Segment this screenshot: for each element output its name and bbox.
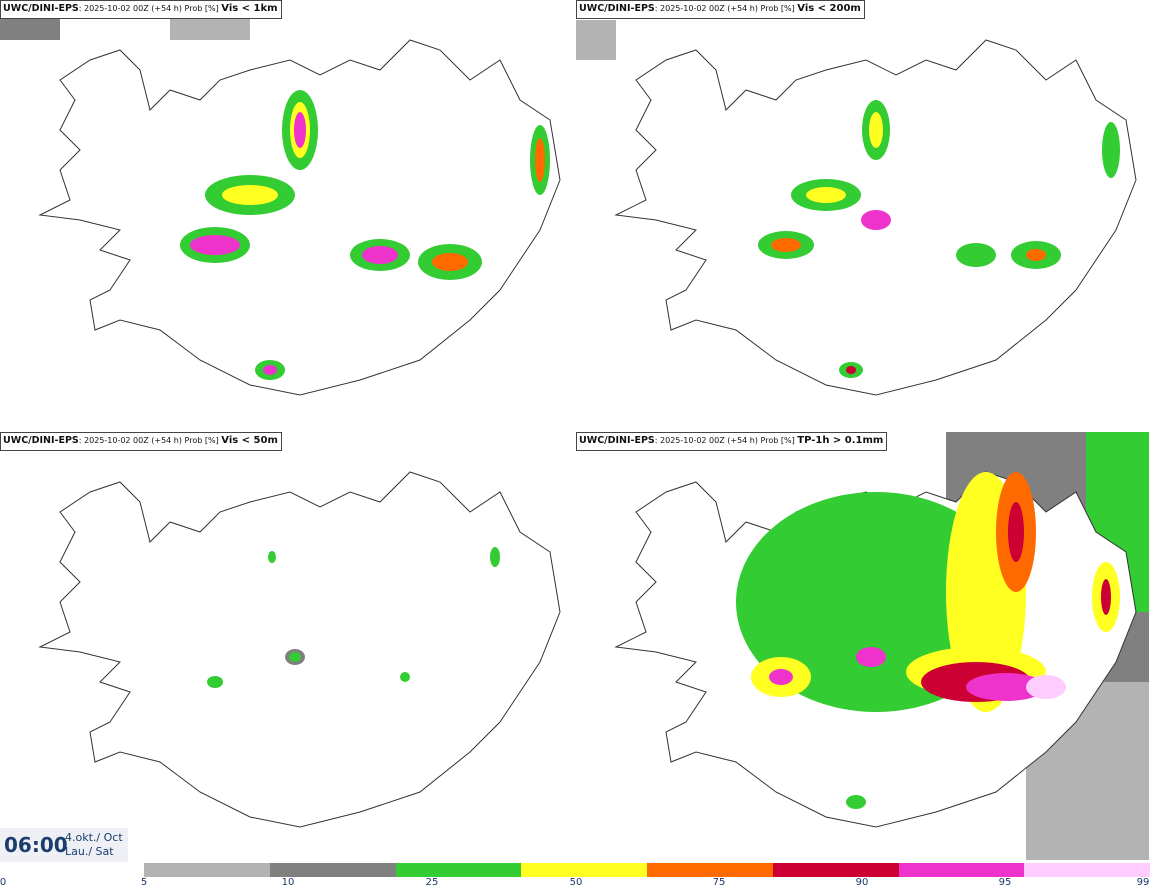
map-panel-vis-50m: UWC/DINI-EPS: 2025-10-02 00Z (+54 h) Pro… — [0, 432, 573, 860]
colorbar-tick-label: 25 — [425, 877, 439, 888]
colorbar-tick-label: 0 — [0, 877, 7, 888]
colorbar-tick-label: 10 — [281, 877, 295, 888]
colorbar-segment — [898, 863, 1025, 877]
valid-time: 06:00 — [4, 833, 68, 857]
colorbar-tick-label: 90 — [855, 877, 869, 888]
model-name: UWC/DINI-EPS — [3, 3, 79, 14]
colorbar-ticks: 0 5 10 25 50 75 90 95 99 — [0, 877, 1150, 891]
valid-date-line2: Lau./ Sat — [65, 845, 114, 858]
colorbar-tick-label: 5 — [140, 877, 148, 888]
iceland-map — [38, 471, 561, 828]
map-panel-vis-1km: UWC/DINI-EPS: 2025-10-02 00Z (+54 h) Pro… — [0, 0, 573, 428]
colorbar-segment — [772, 863, 899, 877]
colorbar-segment — [144, 863, 270, 877]
panel-title: UWC/DINI-EPS: 2025-10-02 00Z (+54 h) Pro… — [576, 0, 865, 19]
iceland-map — [614, 432, 1149, 860]
panel-title: UWC/DINI-EPS: 2025-10-02 00Z (+54 h) Pro… — [0, 432, 282, 451]
valid-time-box: 06:00 4.okt./ Oct Lau./ Sat — [0, 828, 128, 862]
map-panel-precipitation: UWC/DINI-EPS: 2025-10-02 00Z (+54 h) Pro… — [576, 432, 1149, 860]
run-info: : 2025-10-02 00Z (+54 h) Prob [%] — [654, 4, 795, 13]
colorbar-tick-label: 99 — [1136, 877, 1150, 888]
panel-title: UWC/DINI-EPS: 2025-10-02 00Z (+54 h) Pro… — [576, 432, 888, 451]
panel-title: UWC/DINI-EPS: 2025-10-02 00Z (+54 h) Pro… — [0, 0, 282, 19]
iceland-map — [0, 0, 561, 396]
colorbar-segment — [269, 863, 396, 877]
model-name: UWC/DINI-EPS — [579, 3, 655, 14]
colorbar-tick-label: 75 — [712, 877, 726, 888]
run-info: : 2025-10-02 00Z (+54 h) Prob [%] — [654, 436, 795, 445]
model-name: UWC/DINI-EPS — [3, 435, 79, 446]
colorbar-segment — [395, 863, 522, 877]
colorbar-tick-label: 50 — [569, 877, 583, 888]
valid-date-line1: 4.okt./ Oct — [65, 831, 123, 844]
iceland-map — [576, 20, 1137, 396]
variable-name: TP-1h > 0.1mm — [797, 435, 884, 446]
colorbar-segment — [647, 863, 773, 877]
colorbar-segment — [1024, 863, 1150, 877]
variable-name: Vis < 200m — [797, 3, 861, 14]
model-name: UWC/DINI-EPS — [579, 435, 655, 446]
colorbar-segment — [521, 863, 647, 877]
valid-date: 4.okt./ Oct Lau./ Sat — [65, 831, 123, 859]
run-info: : 2025-10-02 00Z (+54 h) Prob [%] — [78, 436, 219, 445]
colorbar-tick-label: 95 — [998, 877, 1012, 888]
map-panel-vis-200m: UWC/DINI-EPS: 2025-10-02 00Z (+54 h) Pro… — [576, 0, 1149, 428]
variable-name: Vis < 1km — [221, 3, 278, 14]
variable-name: Vis < 50m — [221, 435, 278, 446]
run-info: : 2025-10-02 00Z (+54 h) Prob [%] — [78, 4, 219, 13]
probability-colorbar — [144, 863, 1150, 877]
